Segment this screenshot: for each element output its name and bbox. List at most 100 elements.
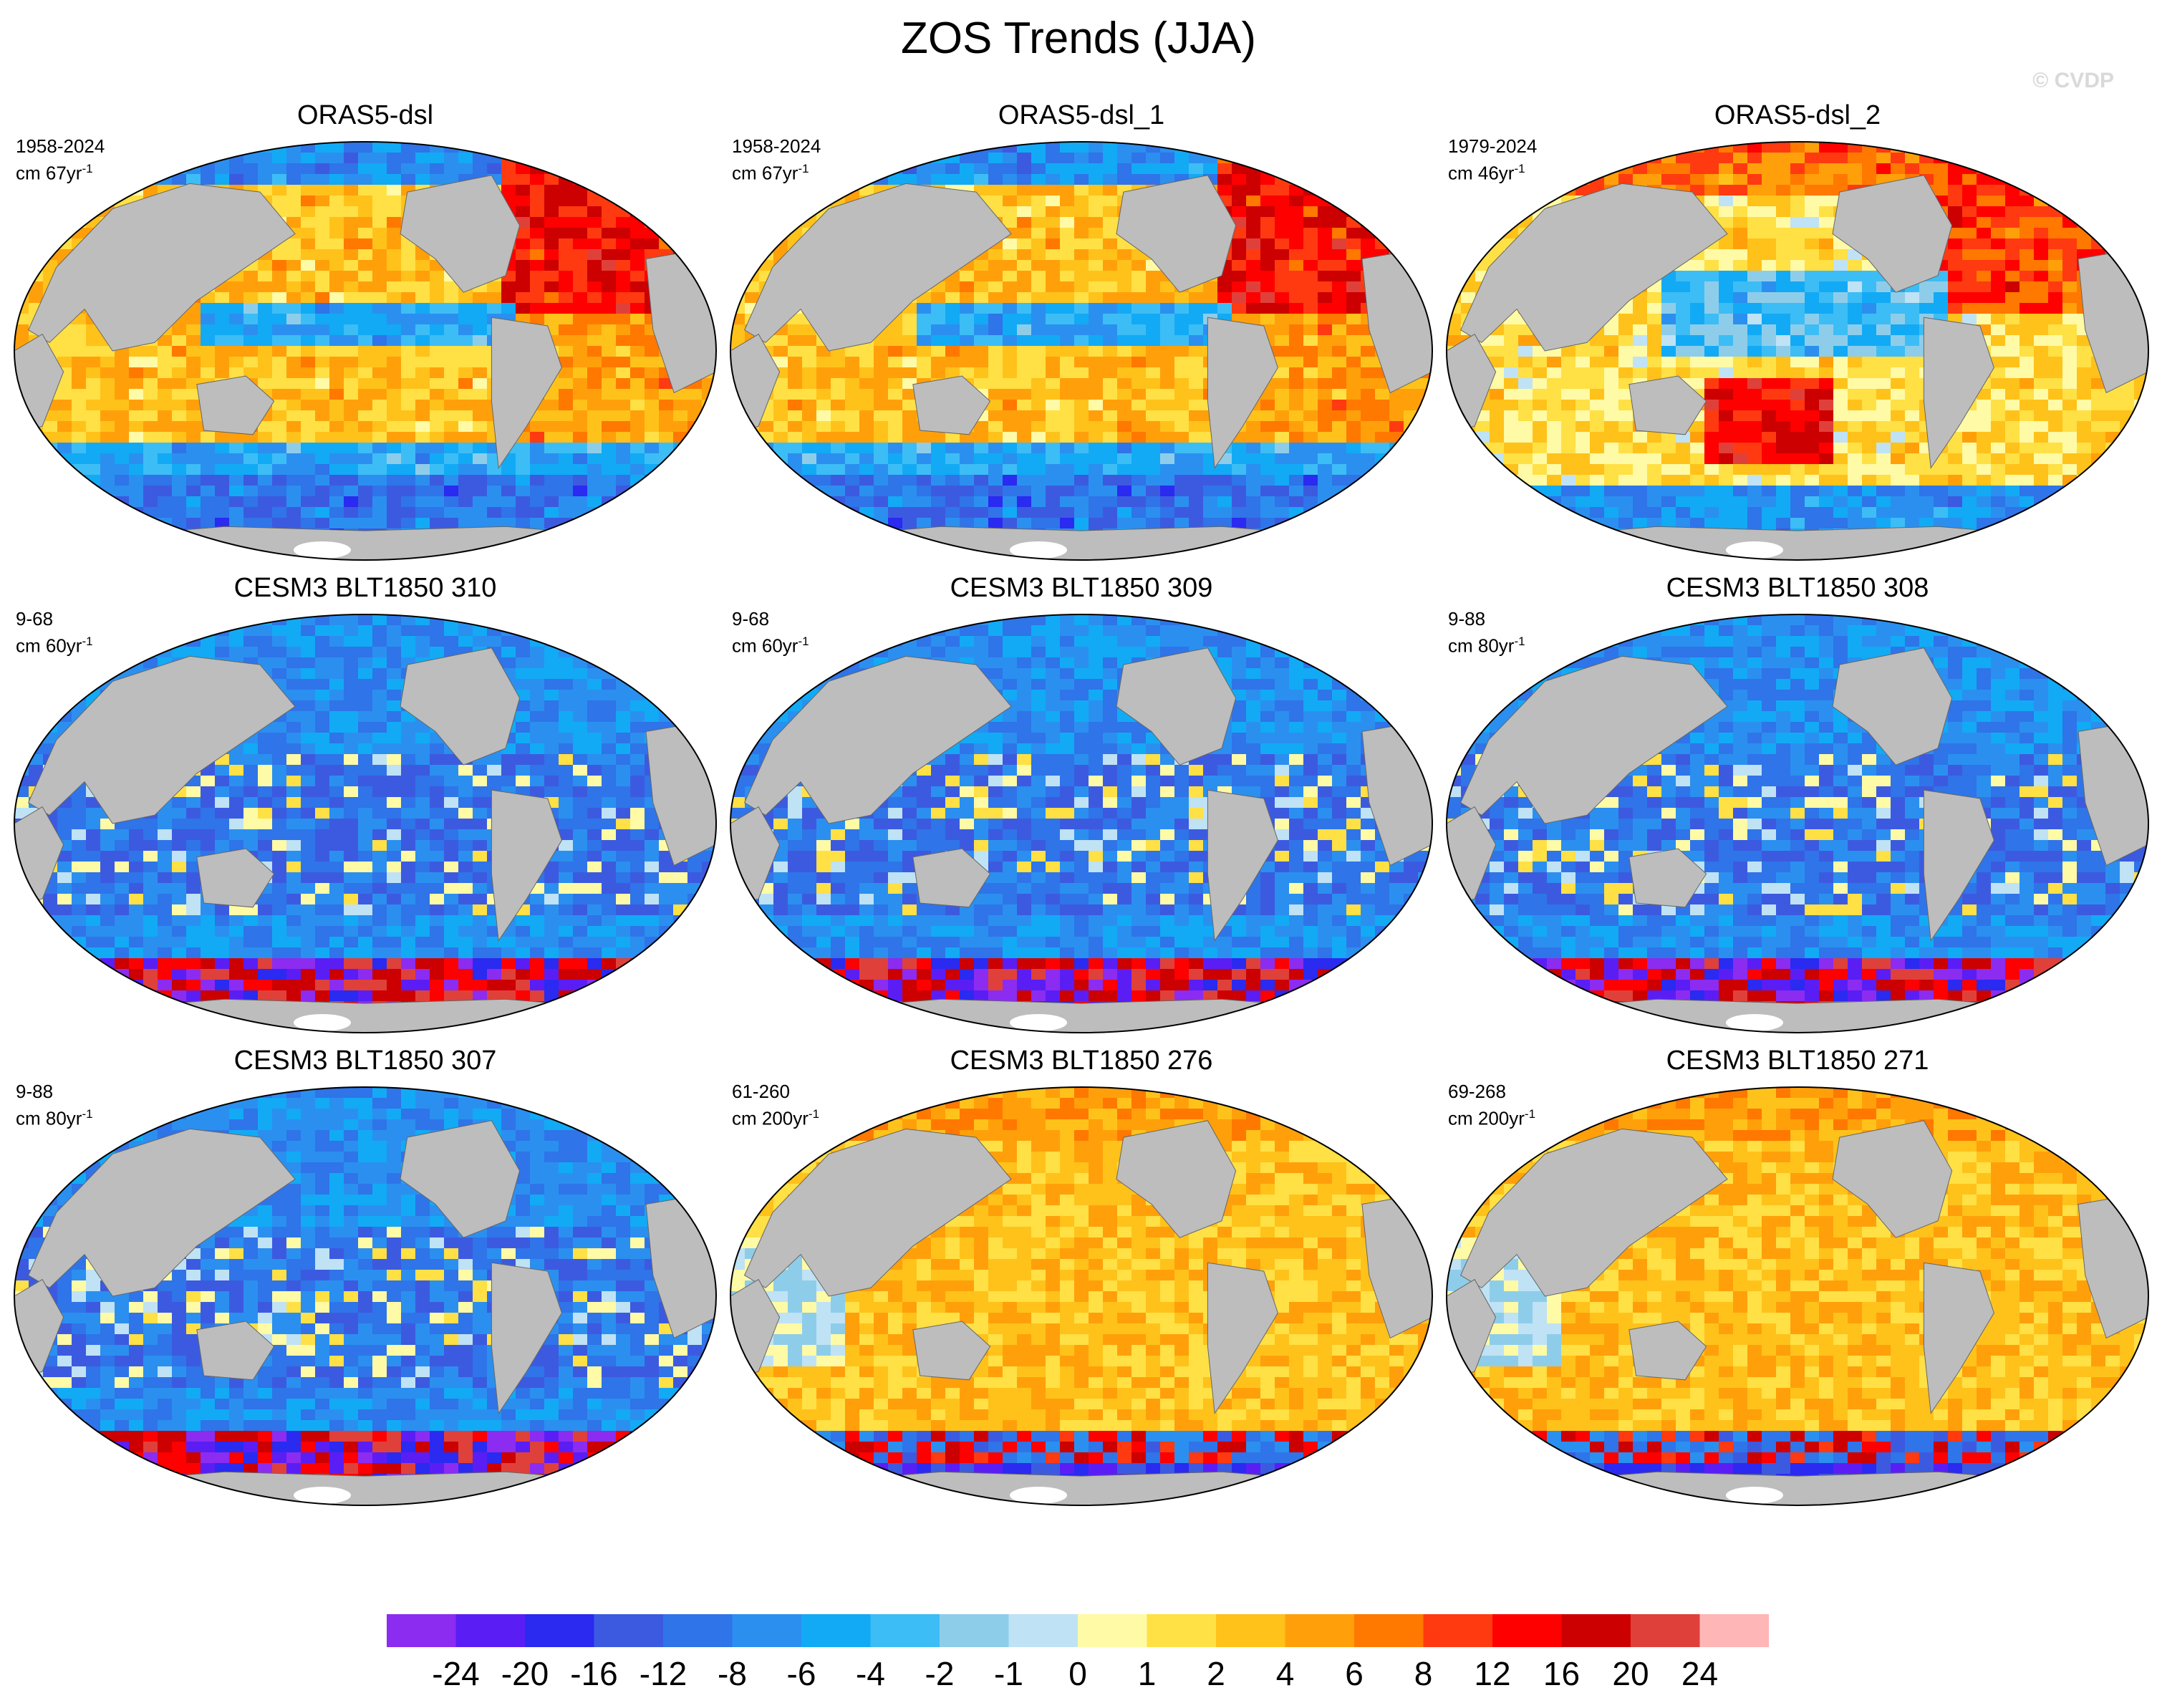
panel-title: ORAS5-dsl_2: [1714, 100, 1881, 130]
world-map: [1446, 1086, 2149, 1506]
panel-year-range: 1958-2024: [16, 135, 105, 157]
colorbar-tick-label: -16: [570, 1655, 618, 1692]
antarctica-land: [1502, 998, 2093, 1033]
panel-units-base: cm 46yr: [1448, 162, 1515, 184]
continent-land: [196, 1321, 275, 1381]
antarctica-land: [69, 1471, 661, 1505]
continent-land: [1832, 175, 1953, 293]
continent-land: [196, 375, 275, 435]
panel-year-range: 1979-2024: [1448, 135, 1538, 157]
panel-title: ORAS5-dsl_1: [998, 100, 1165, 130]
colorbar-tick-label: 6: [1345, 1655, 1364, 1692]
continent-land: [1628, 1321, 1707, 1381]
continent-land: [743, 183, 1012, 352]
colorbar-swatch: [387, 1614, 456, 1647]
world-map: [14, 1086, 717, 1506]
panel-units-base: cm 60yr: [16, 635, 82, 657]
panel-units: cm 80yr-1: [1448, 630, 1525, 657]
world-map: [730, 1086, 1433, 1506]
colorbar-swatch: [594, 1614, 664, 1647]
colorbar-tick-label: 2: [1207, 1655, 1225, 1692]
ice-shelf: [294, 541, 351, 559]
panel-title: CESM3 BLT1850 310: [233, 573, 497, 603]
map-panel: CESM3 BLT1850 276 61-260 cm 200yr-1: [723, 1046, 1439, 1506]
continent-land: [491, 789, 562, 942]
ice-shelf: [294, 1014, 351, 1031]
world-map: [730, 141, 1433, 561]
panel-title: CESM3 BLT1850 271: [1666, 1046, 1929, 1076]
ocean-field: [730, 142, 1432, 560]
panel-year-range: 61-260: [732, 1081, 790, 1102]
panel-units: cm 67yr-1: [732, 158, 809, 185]
antarctica-land: [1502, 1471, 2093, 1505]
panel-units: cm 200yr-1: [1448, 1103, 1535, 1130]
panel-units-base: cm 67yr: [16, 162, 82, 184]
panel-year-range: 1958-2024: [732, 135, 821, 157]
map-panel: CESM3 BLT1850 307 9-88 cm 80yr-1: [7, 1046, 723, 1506]
map-border: [1446, 614, 2149, 1033]
ocean-field: [14, 1087, 716, 1505]
ice-shelf: [1726, 541, 1783, 559]
colorbar-tick-label: 16: [1543, 1655, 1581, 1692]
ocean-field: [14, 614, 716, 1033]
map-panel: ORAS5-dsl_1 1958-2024 cm 67yr-1: [723, 100, 1439, 561]
colorbar-swatch: [663, 1614, 733, 1647]
colorbar-tick-label: 1: [1137, 1655, 1157, 1692]
map-panel: ORAS5-dsl 1958-2024 cm 67yr-1: [7, 100, 723, 561]
antarctica-land: [786, 1471, 1377, 1505]
ice-shelf: [1726, 1487, 1783, 1504]
colorbar-swatch: [1699, 1614, 1769, 1647]
colorbar-swatch: [940, 1614, 1009, 1647]
panel-units-base: cm 200yr: [732, 1107, 809, 1129]
world-map: [1446, 141, 2149, 561]
panel-units-base: cm 200yr: [1448, 1107, 1525, 1129]
colorbar-swatch: [1423, 1614, 1493, 1647]
panel-units: cm 200yr-1: [732, 1103, 819, 1130]
continent-land: [1207, 1262, 1278, 1414]
colorbar-tick-label: -1: [994, 1655, 1023, 1692]
continent-land: [27, 655, 296, 824]
map-border: [14, 141, 717, 561]
colorbar-tick-label: -8: [718, 1655, 747, 1692]
map-border: [730, 1086, 1433, 1506]
ocean-field: [1447, 614, 2148, 1033]
world-map: [14, 141, 717, 561]
colorbar-tick-label: -20: [501, 1655, 549, 1692]
continent-land: [491, 317, 562, 469]
world-map: [730, 614, 1433, 1033]
antarctica-land: [786, 998, 1377, 1033]
map-border: [14, 614, 717, 1033]
colorbar-swatch: [870, 1614, 940, 1647]
ocean-field: [730, 614, 1432, 1033]
antarctica-land: [69, 526, 661, 560]
panel-title: CESM3 BLT1850 308: [1666, 573, 1929, 603]
continent-land: [196, 848, 275, 908]
colorbar-swatch: [1216, 1614, 1285, 1647]
continent-land: [1459, 655, 1728, 824]
panel-units-base: cm 80yr: [16, 1107, 82, 1129]
panel-units-exponent: -1: [798, 635, 809, 648]
panel-units: cm 60yr-1: [732, 630, 809, 657]
panel-year-range: 9-68: [16, 608, 54, 629]
colorbar-swatch: [1147, 1614, 1217, 1647]
continent-land: [1832, 1120, 1953, 1238]
panel-year-range: 69-268: [1448, 1081, 1506, 1102]
ice-shelf: [1010, 1487, 1067, 1504]
continent-land: [1628, 848, 1707, 908]
colorbar-tick-label: 0: [1068, 1655, 1087, 1692]
continent-land: [1459, 1128, 1728, 1297]
continent-land: [1207, 317, 1278, 469]
continent-land: [1116, 1120, 1237, 1238]
continent-land: [400, 1120, 521, 1238]
map-border: [730, 141, 1433, 561]
colorbar-tick-label: 12: [1474, 1655, 1511, 1692]
map-border: [730, 614, 1433, 1033]
ocean-field: [14, 142, 716, 560]
map-panel: ORAS5-dsl_2 1979-2024 cm 46yr-1: [1439, 100, 2156, 561]
continent-land: [912, 1321, 991, 1381]
panel-units-base: cm 67yr: [732, 162, 798, 184]
ice-shelf: [294, 1487, 351, 1504]
colorbar-tick-label: -6: [786, 1655, 816, 1692]
antarctica-land: [69, 998, 661, 1033]
map-panel: CESM3 BLT1850 309 9-68 cm 60yr-1: [723, 573, 1439, 1033]
